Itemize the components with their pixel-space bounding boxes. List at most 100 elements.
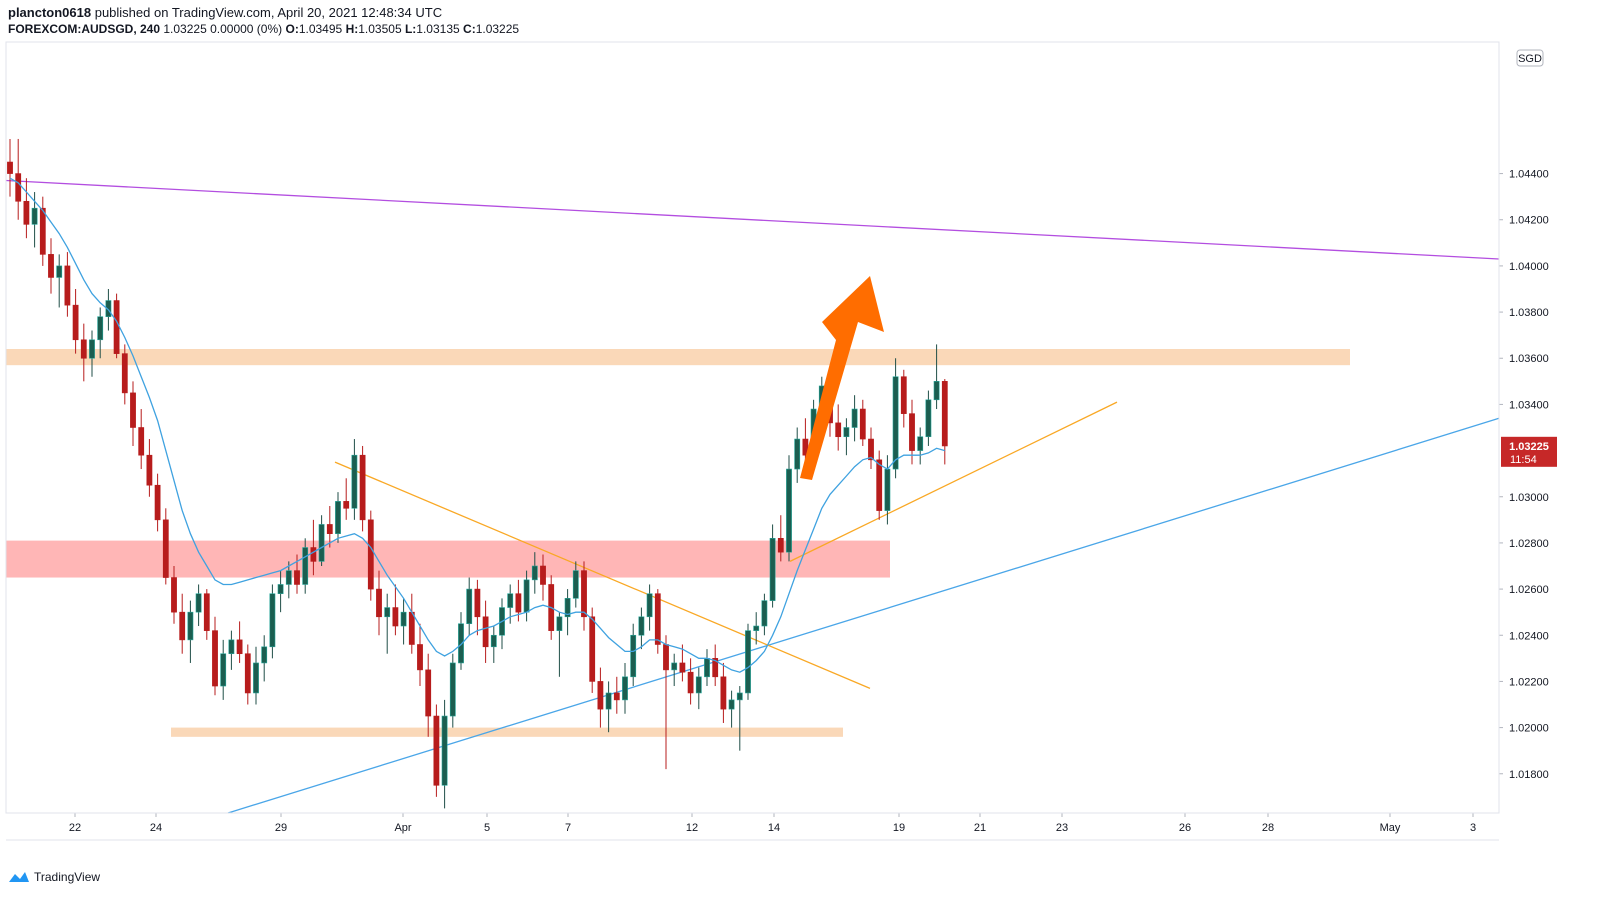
candle bbox=[499, 598, 505, 650]
candle bbox=[72, 288, 79, 354]
candle-body bbox=[597, 681, 604, 710]
price-axis[interactable]: SGD 1.04400 1.04200 1.04000 1.03800 1.03600 1.… bbox=[1498, 42, 1604, 813]
candle bbox=[884, 455, 891, 525]
candle bbox=[56, 254, 63, 308]
candle-body bbox=[31, 207, 38, 225]
candle-body bbox=[441, 715, 448, 786]
candle-body bbox=[326, 524, 333, 534]
footer-brand[interactable]: TradingView bbox=[34, 870, 101, 884]
candle bbox=[605, 681, 612, 733]
candle-body bbox=[343, 501, 350, 509]
candle bbox=[687, 658, 694, 705]
candle bbox=[679, 644, 686, 682]
price-tick-label: 1.02000 bbox=[1509, 723, 1549, 735]
candle bbox=[302, 538, 309, 594]
last-price-label: 1.03225 bbox=[1509, 441, 1549, 453]
currency-label: SGD bbox=[1518, 53, 1542, 65]
purple-trendline bbox=[5, 179, 1500, 260]
chart-header-line2: FOREXCOM:AUDSGD, 240 1.03225 0.00000 (0%… bbox=[8, 22, 519, 36]
candle-body bbox=[835, 422, 842, 438]
currency-badge[interactable]: SGD bbox=[1516, 49, 1544, 67]
candle bbox=[154, 473, 161, 532]
candle-body bbox=[64, 265, 71, 306]
candle bbox=[48, 238, 54, 294]
candle bbox=[408, 593, 415, 654]
time-axis[interactable]: 22 24 29 Apr 5 7 12 14 19 21 23 26 28 May 3 bbox=[6, 812, 1499, 841]
published-text: published on TradingView.com, April 20, … bbox=[94, 5, 443, 20]
author-name[interactable]: plancton0618 bbox=[8, 5, 92, 20]
candle bbox=[597, 667, 604, 728]
candle-body bbox=[589, 616, 596, 682]
price-tick-label: 1.02400 bbox=[1509, 630, 1549, 642]
candle bbox=[23, 178, 30, 239]
candle-body bbox=[105, 300, 112, 317]
candle-body bbox=[892, 376, 899, 470]
candle bbox=[285, 561, 292, 599]
candle-body bbox=[531, 565, 538, 581]
candle bbox=[843, 418, 850, 456]
candle bbox=[728, 690, 735, 728]
candle-body bbox=[417, 644, 423, 671]
candle bbox=[138, 409, 145, 470]
orange-downtrend-line bbox=[334, 461, 871, 689]
candle bbox=[351, 439, 358, 520]
candle-body bbox=[244, 653, 251, 694]
candle bbox=[474, 579, 481, 636]
candle-body bbox=[581, 570, 587, 618]
candle-body bbox=[195, 593, 202, 613]
candle-body bbox=[638, 616, 645, 636]
candle-body bbox=[285, 570, 292, 585]
candle bbox=[736, 686, 743, 751]
candle bbox=[540, 554, 546, 601]
price-tick-label: 1.02800 bbox=[1509, 538, 1549, 550]
candle-body bbox=[745, 630, 751, 694]
tradingview-logo-icon[interactable] bbox=[8, 870, 30, 884]
candle bbox=[671, 653, 678, 687]
candle bbox=[359, 445, 366, 532]
candle bbox=[244, 644, 251, 705]
candle-body bbox=[310, 547, 317, 562]
candle-body bbox=[162, 519, 169, 578]
candle-body bbox=[376, 588, 382, 618]
candle-body bbox=[720, 676, 727, 710]
candle-body bbox=[712, 658, 719, 678]
candle bbox=[80, 323, 87, 382]
trendlines-layer bbox=[5, 179, 1500, 814]
zones-layer bbox=[6, 349, 1350, 737]
candle-body bbox=[909, 413, 915, 451]
price-tick-label: 1.03800 bbox=[1509, 307, 1549, 319]
candle-body bbox=[736, 692, 743, 701]
candle-body bbox=[704, 658, 710, 678]
candle-body bbox=[7, 161, 13, 174]
candle-body bbox=[474, 588, 481, 618]
time-tick-label: 21 bbox=[974, 822, 986, 834]
candle bbox=[195, 584, 202, 627]
price-tick-label: 1.01800 bbox=[1509, 769, 1549, 781]
low-label: L: bbox=[404, 22, 417, 36]
candle bbox=[564, 589, 571, 636]
candle-body bbox=[359, 454, 366, 521]
candle-body bbox=[794, 438, 801, 470]
time-tick-label: 14 bbox=[768, 822, 780, 834]
candle-body bbox=[482, 616, 489, 648]
candle-body bbox=[89, 339, 95, 359]
candle-body bbox=[933, 381, 940, 401]
price-tick-label: 1.04200 bbox=[1509, 215, 1549, 227]
footer: TradingView bbox=[8, 870, 100, 884]
time-tick-label: 28 bbox=[1262, 822, 1274, 834]
candle bbox=[589, 607, 596, 693]
symbol-label[interactable]: FOREXCOM:AUDSGD, 240 bbox=[8, 22, 161, 36]
candle bbox=[417, 623, 423, 687]
candle-body bbox=[121, 353, 128, 394]
candle bbox=[376, 570, 382, 636]
candle-body bbox=[294, 570, 300, 585]
candle bbox=[720, 662, 727, 723]
candle-body bbox=[23, 200, 30, 225]
time-tick-label: 22 bbox=[69, 822, 81, 834]
candle-body bbox=[408, 611, 415, 645]
candle bbox=[663, 635, 669, 770]
plot-area-border bbox=[5, 41, 1500, 814]
candle-body bbox=[728, 699, 735, 710]
candle bbox=[523, 570, 530, 622]
